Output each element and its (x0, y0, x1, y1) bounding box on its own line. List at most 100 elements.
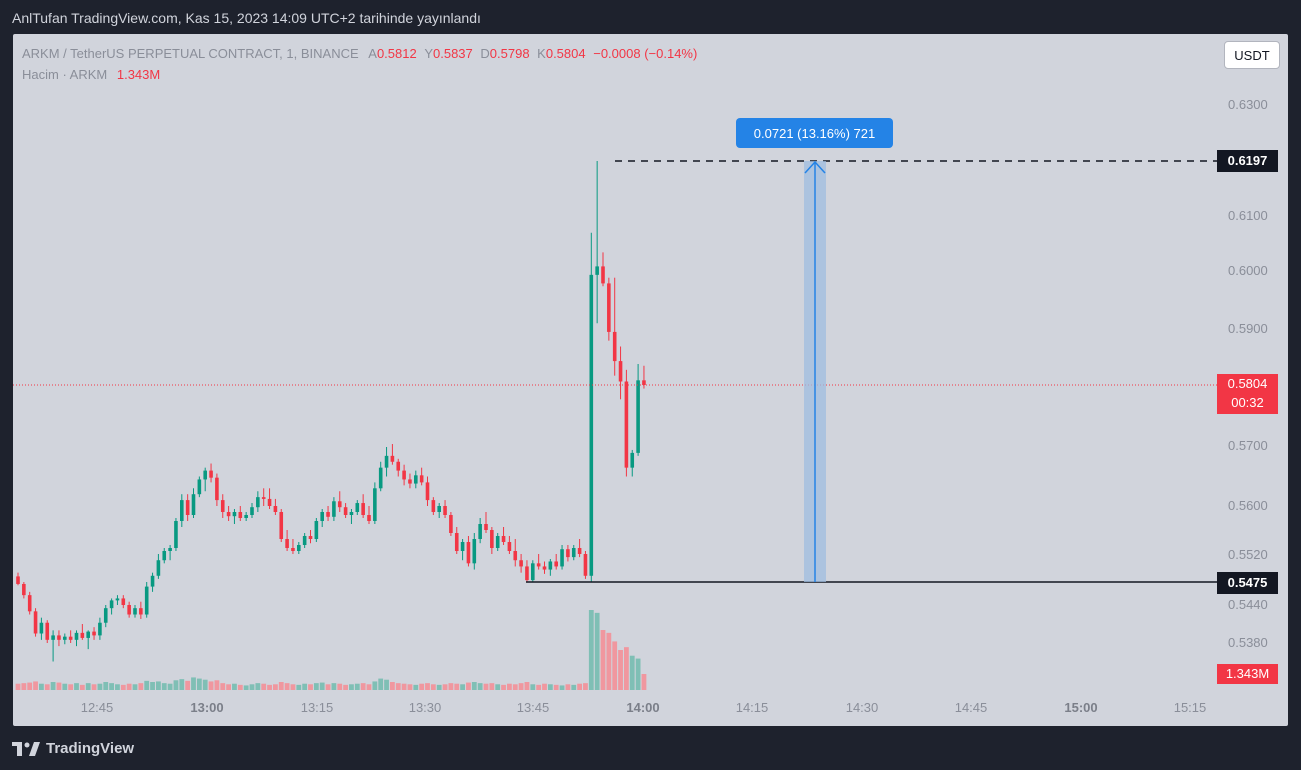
volume-bar (524, 682, 530, 690)
volume-bar (495, 684, 501, 690)
time-tick: 14:30 (845, 700, 879, 715)
candle-body (109, 600, 114, 609)
volume-bar (290, 684, 296, 690)
candle-body (115, 598, 120, 601)
candle-body (519, 560, 523, 567)
price-tick: 0.5440 (1228, 597, 1268, 612)
candle-body (431, 500, 436, 512)
candle-body (437, 506, 441, 512)
volume-bar (425, 683, 430, 690)
volume-bar (583, 683, 588, 690)
symbol-name[interactable]: ARKM / TetherUS PERPETUAL CONTRACT, 1, B… (22, 46, 359, 61)
published-header: AnlTufan TradingView.com, Kas 15, 2023 1… (12, 10, 481, 26)
candle-body (162, 551, 167, 561)
volume-bar (343, 684, 348, 690)
candle-body (454, 533, 459, 551)
volume-bar (120, 684, 126, 690)
price-tick: 0.6000 (1228, 263, 1268, 278)
volume-bar (600, 630, 606, 690)
candle-body (571, 548, 576, 558)
candle-body (267, 498, 272, 506)
candle-body (361, 503, 365, 515)
volume-bar (612, 641, 618, 690)
candle-body (548, 561, 553, 570)
candle-body (197, 479, 202, 495)
chart-area[interactable]: ARKM / TetherUS PERPETUAL CONTRACT, 1, B… (13, 34, 1288, 726)
volume-bar (138, 683, 144, 690)
volume-bar (27, 682, 33, 690)
volume-bar (512, 684, 518, 690)
volume-bar (185, 680, 191, 690)
time-tick: 13:45 (516, 700, 550, 715)
volume-bar (214, 680, 220, 690)
time-tick: 15:00 (1064, 700, 1098, 715)
candle-body (261, 497, 266, 499)
footer-brand: TradingView (46, 740, 135, 757)
volume-bar (39, 683, 44, 690)
currency-button[interactable]: USDT (1224, 41, 1280, 69)
volume-bar (360, 683, 366, 690)
candle-body (472, 539, 477, 564)
high-value: 0.5837 (433, 46, 473, 61)
price-tick: 0.6300 (1228, 97, 1268, 112)
candle-body (595, 266, 599, 275)
volume-bar (624, 647, 629, 690)
candle-body (583, 554, 588, 576)
candle-body (495, 536, 500, 548)
candle-body (566, 549, 570, 558)
volume-bar (62, 683, 68, 690)
volume-bar (325, 684, 331, 690)
tradingview-footer[interactable]: TradingView (12, 740, 134, 757)
volume-bar (132, 684, 138, 690)
candle-body (279, 512, 284, 539)
measure-arrow-head-icon (804, 160, 826, 174)
volume-bar (507, 683, 512, 690)
volume-label[interactable]: Hacim · ARKM (22, 67, 108, 82)
volume-bar (536, 684, 542, 690)
volume-bar (565, 684, 571, 690)
candle-body (577, 548, 582, 554)
volume-bar (74, 683, 79, 690)
volume-bar (641, 674, 647, 690)
candle-body (250, 507, 254, 515)
time-tick: 15:15 (1173, 700, 1207, 715)
candle-body (133, 608, 137, 615)
candle-body (209, 470, 213, 478)
candle-body (478, 524, 482, 539)
candle-body (490, 530, 494, 548)
close-label: K (537, 46, 546, 61)
volume-legend: Hacim · ARKM 1.343M (22, 67, 160, 82)
candle-body (273, 506, 278, 512)
volume-bar (518, 683, 524, 690)
measure-label[interactable]: 0.0721 (13.16%) 721 (736, 118, 893, 148)
volume-bar (261, 683, 267, 690)
volume-bar (407, 684, 413, 690)
price-chart[interactable] (13, 34, 1288, 726)
volume-bar (501, 684, 506, 690)
candle-body (484, 524, 488, 530)
candle-body (390, 455, 395, 462)
candle-body (150, 575, 155, 587)
volume-bar (232, 683, 237, 690)
volume-bar (249, 684, 255, 690)
volume-bar (594, 612, 600, 690)
candle-body (601, 266, 605, 284)
volume-bar (296, 684, 302, 690)
volume-bar (208, 681, 214, 690)
current-price-value: 0.5804 (1227, 376, 1268, 391)
volume-bar (547, 684, 553, 690)
volume-bar (56, 682, 62, 690)
candle-body (337, 501, 342, 508)
tradingview-logo-icon (12, 741, 40, 756)
candle-body (443, 506, 447, 515)
candle-body (642, 380, 646, 385)
volume-bar (273, 684, 278, 690)
candle-body (419, 475, 424, 483)
candle-body (180, 500, 184, 521)
volume-bar (156, 681, 161, 690)
volume-bar (436, 684, 442, 690)
change-value: −0.0008 (−0.14%) (593, 46, 698, 61)
high-label: Y (424, 46, 433, 61)
volume-bar (243, 685, 249, 690)
price-tick: 0.5900 (1228, 321, 1268, 336)
